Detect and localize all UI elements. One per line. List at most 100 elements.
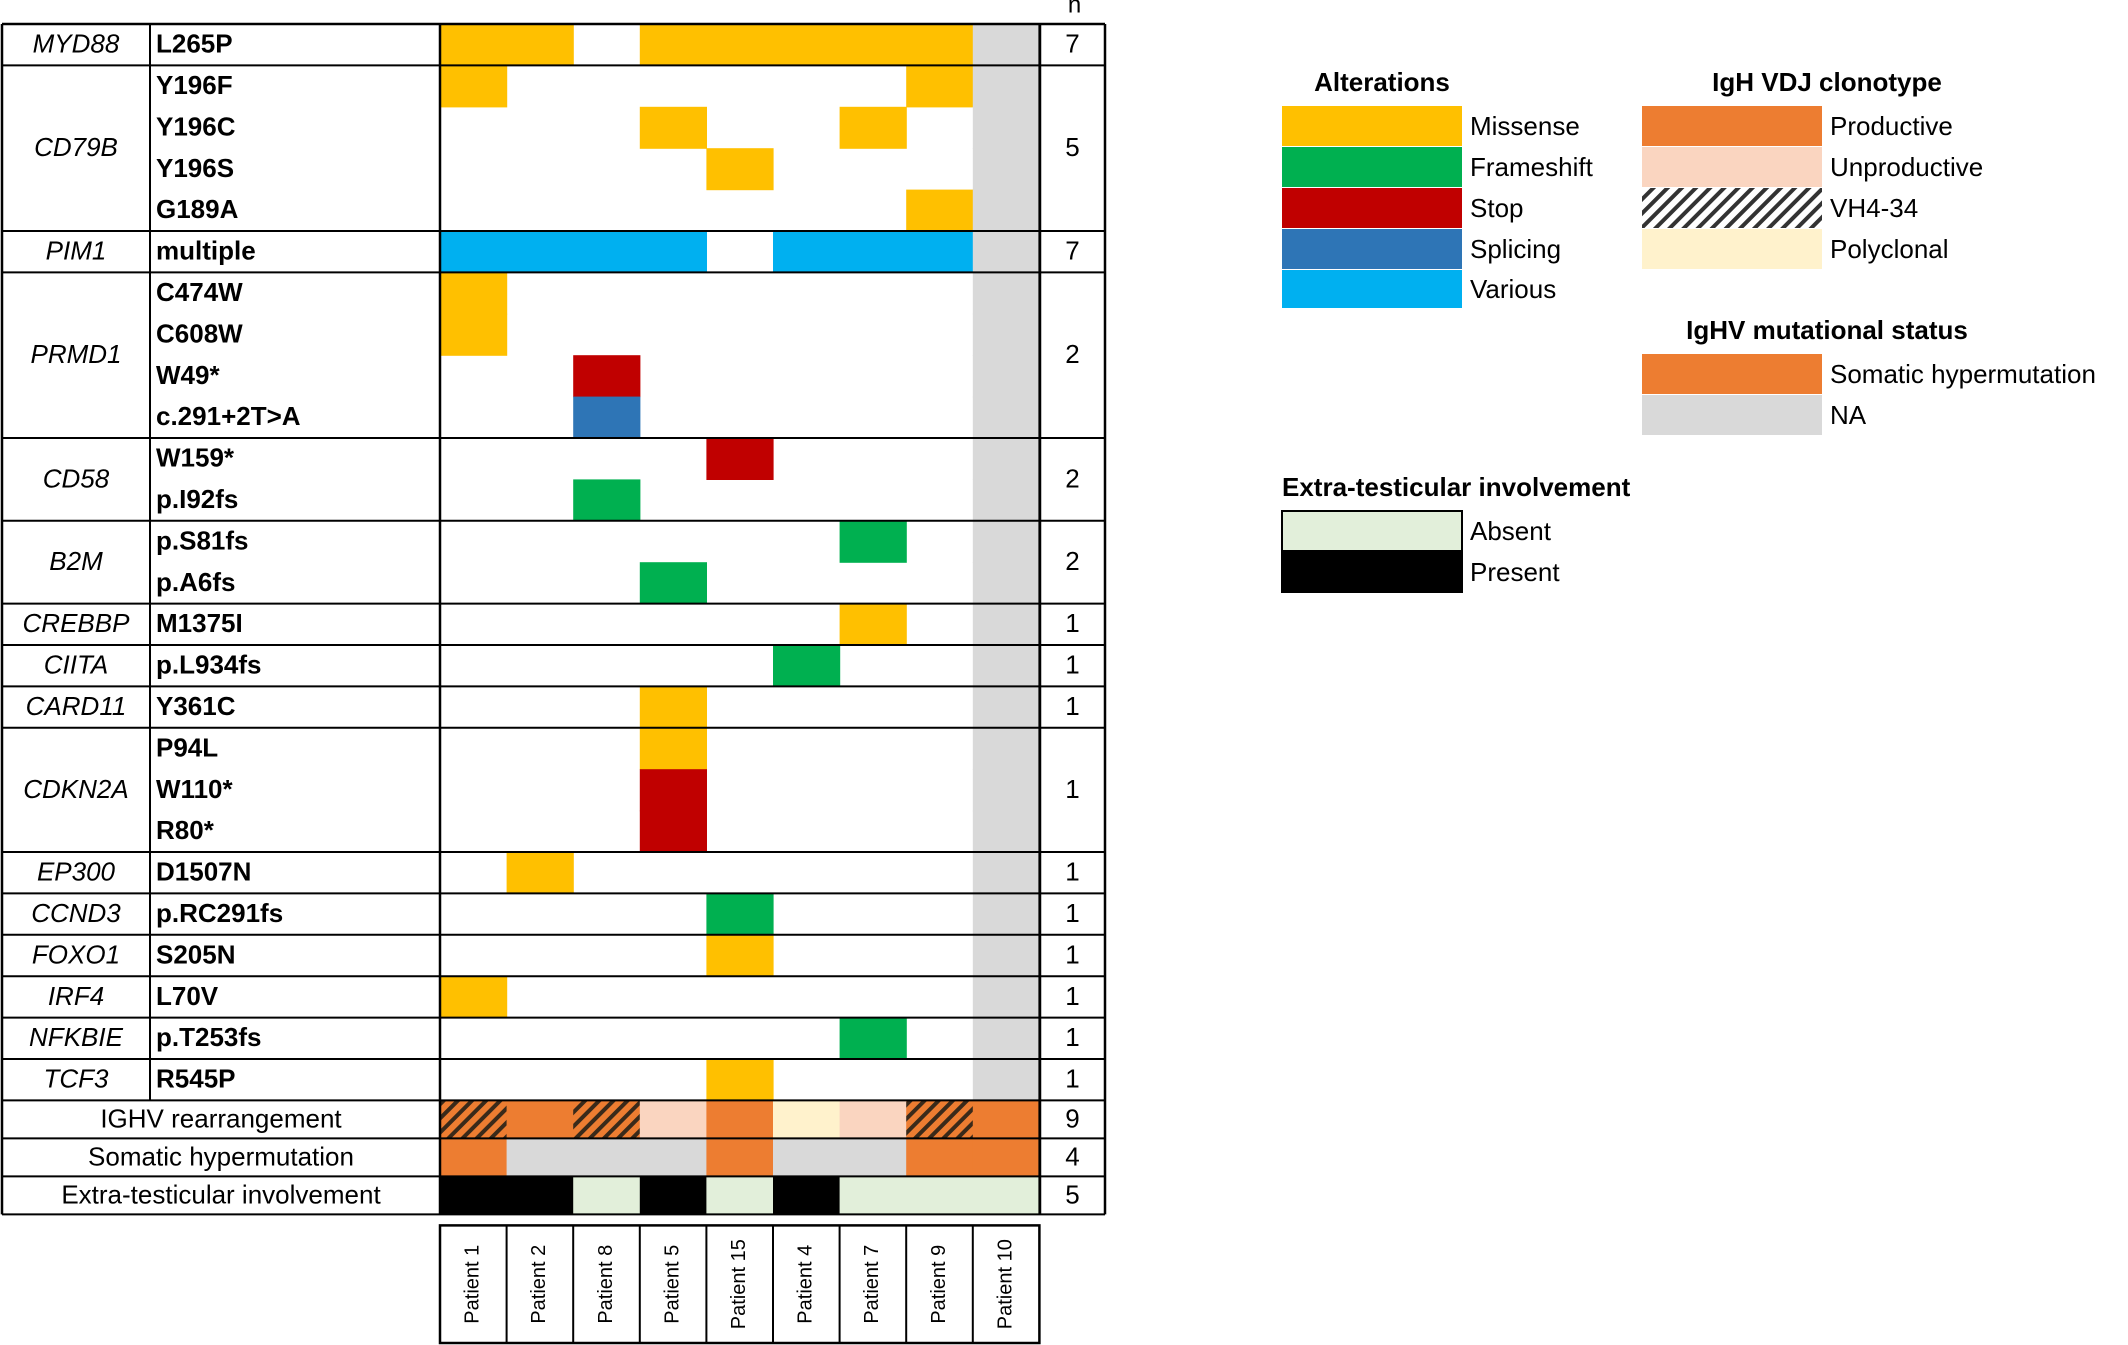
count-label: 1 <box>1065 774 1079 804</box>
alteration-cell <box>706 934 774 977</box>
gene-label: MYD88 <box>33 29 120 59</box>
alteration-cell <box>972 231 1040 273</box>
alteration-cell <box>972 1017 1040 1060</box>
variant-label: S205N <box>156 939 236 969</box>
legend-swatch-vh434 <box>1642 188 1822 228</box>
alteration-cell <box>972 355 1040 398</box>
variant-label: multiple <box>156 236 256 266</box>
legend-title: IgHV mutational status <box>1686 315 1968 345</box>
n-header: n <box>1068 0 1081 18</box>
gene-label: PIM1 <box>46 236 107 266</box>
variant-label: M1375I <box>156 608 243 638</box>
gene-label: CIITA <box>44 650 109 680</box>
gene-label: CCND3 <box>31 898 121 928</box>
alteration-cell <box>773 231 841 273</box>
alteration-cell <box>972 810 1040 853</box>
variant-label: Y196C <box>156 111 236 141</box>
annotation-cell <box>639 1138 707 1177</box>
alteration-cell <box>839 24 907 66</box>
legend-swatch-unproductive <box>1642 147 1822 187</box>
legend-label: Absent <box>1470 516 1552 546</box>
variant-label: R80* <box>156 815 215 845</box>
alteration-cell <box>839 520 907 563</box>
variant-label: W49* <box>156 360 220 390</box>
alteration-cell <box>972 65 1040 108</box>
count-label: 5 <box>1065 1179 1079 1209</box>
patient-label: Patient 1 <box>462 1245 484 1324</box>
legend-label: Frameshift <box>1470 152 1594 182</box>
gene-label: CREBBP <box>23 608 131 638</box>
alteration-cell <box>906 65 974 108</box>
alteration-cell <box>573 479 641 522</box>
alteration-cell <box>972 934 1040 977</box>
alteration-cell <box>639 106 707 149</box>
grid-layer <box>0 22 1107 1345</box>
annotation-cell <box>706 1176 774 1215</box>
patient-label-frame <box>438 1224 1041 1345</box>
legend-label: Present <box>1470 557 1560 587</box>
alteration-cell <box>906 24 974 66</box>
alteration-cell <box>506 24 574 66</box>
alteration-cell <box>639 686 707 729</box>
alteration-cell <box>573 396 641 439</box>
variant-label: p.L934fs <box>156 650 262 680</box>
legend-label: Stop <box>1470 193 1524 223</box>
annotation-cell <box>573 1138 641 1177</box>
count-label: 5 <box>1065 132 1079 162</box>
variant-label: p.A6fs <box>156 567 235 597</box>
variant-label: W159* <box>156 443 235 473</box>
annotation-cell <box>506 1176 574 1215</box>
legend-title: Alterations <box>1314 67 1450 97</box>
legend-label: Somatic hypermutation <box>1830 359 2096 389</box>
annotation-cell <box>839 1138 907 1177</box>
patient-label: Patient 4 <box>795 1245 817 1324</box>
patient-label: Patient 2 <box>528 1245 550 1324</box>
alteration-cell <box>972 562 1040 605</box>
gene-label: IRF4 <box>48 981 104 1011</box>
alteration-cell <box>440 24 508 66</box>
variant-label: C608W <box>156 318 243 348</box>
alteration-cell <box>972 727 1040 770</box>
annotation-cell <box>906 1176 974 1215</box>
legend-swatch-missense <box>1282 106 1462 146</box>
annotation-cell <box>972 1176 1040 1215</box>
variant-label: P94L <box>156 732 218 762</box>
gene-label: TCF3 <box>44 1064 110 1094</box>
gene-label: PRMD1 <box>30 339 121 369</box>
alteration-cell <box>906 189 974 232</box>
annotation-cell <box>839 1100 907 1139</box>
alteration-cell <box>972 852 1040 894</box>
annotation-cell <box>706 1138 774 1177</box>
alteration-cell <box>972 272 1040 315</box>
count-label: 4 <box>1065 1141 1079 1171</box>
alteration-cell <box>706 24 774 66</box>
alteration-cell <box>440 231 508 273</box>
gene-label: FOXO1 <box>32 939 120 969</box>
annotation-cell <box>706 1100 774 1139</box>
variant-label: C474W <box>156 277 243 307</box>
legend-title: Extra-testicular involvement <box>1282 472 1631 502</box>
count-label: 1 <box>1065 1022 1079 1052</box>
variant-label: Y196S <box>156 153 234 183</box>
legend-label: Productive <box>1830 111 1953 141</box>
alteration-cell <box>972 189 1040 232</box>
alteration-cell <box>440 313 508 356</box>
alteration-cell <box>972 479 1040 522</box>
alteration-cell <box>839 1017 907 1060</box>
alteration-cell <box>440 272 508 315</box>
patient-label: Patient 8 <box>595 1245 617 1324</box>
legend-swatch-various <box>1282 270 1462 308</box>
alteration-cell <box>440 65 508 108</box>
count-label: 7 <box>1065 236 1079 266</box>
count-label: 1 <box>1065 857 1079 887</box>
alteration-cell <box>972 106 1040 149</box>
alteration-cell <box>706 438 774 480</box>
variant-label: Y196F <box>156 70 233 100</box>
alteration-cell <box>972 976 1040 1019</box>
annotation-cell <box>573 1176 641 1215</box>
count-label: 1 <box>1065 608 1079 638</box>
variant-label: L70V <box>156 981 219 1011</box>
variant-label: Y361C <box>156 691 236 721</box>
count-label: 2 <box>1065 463 1079 493</box>
